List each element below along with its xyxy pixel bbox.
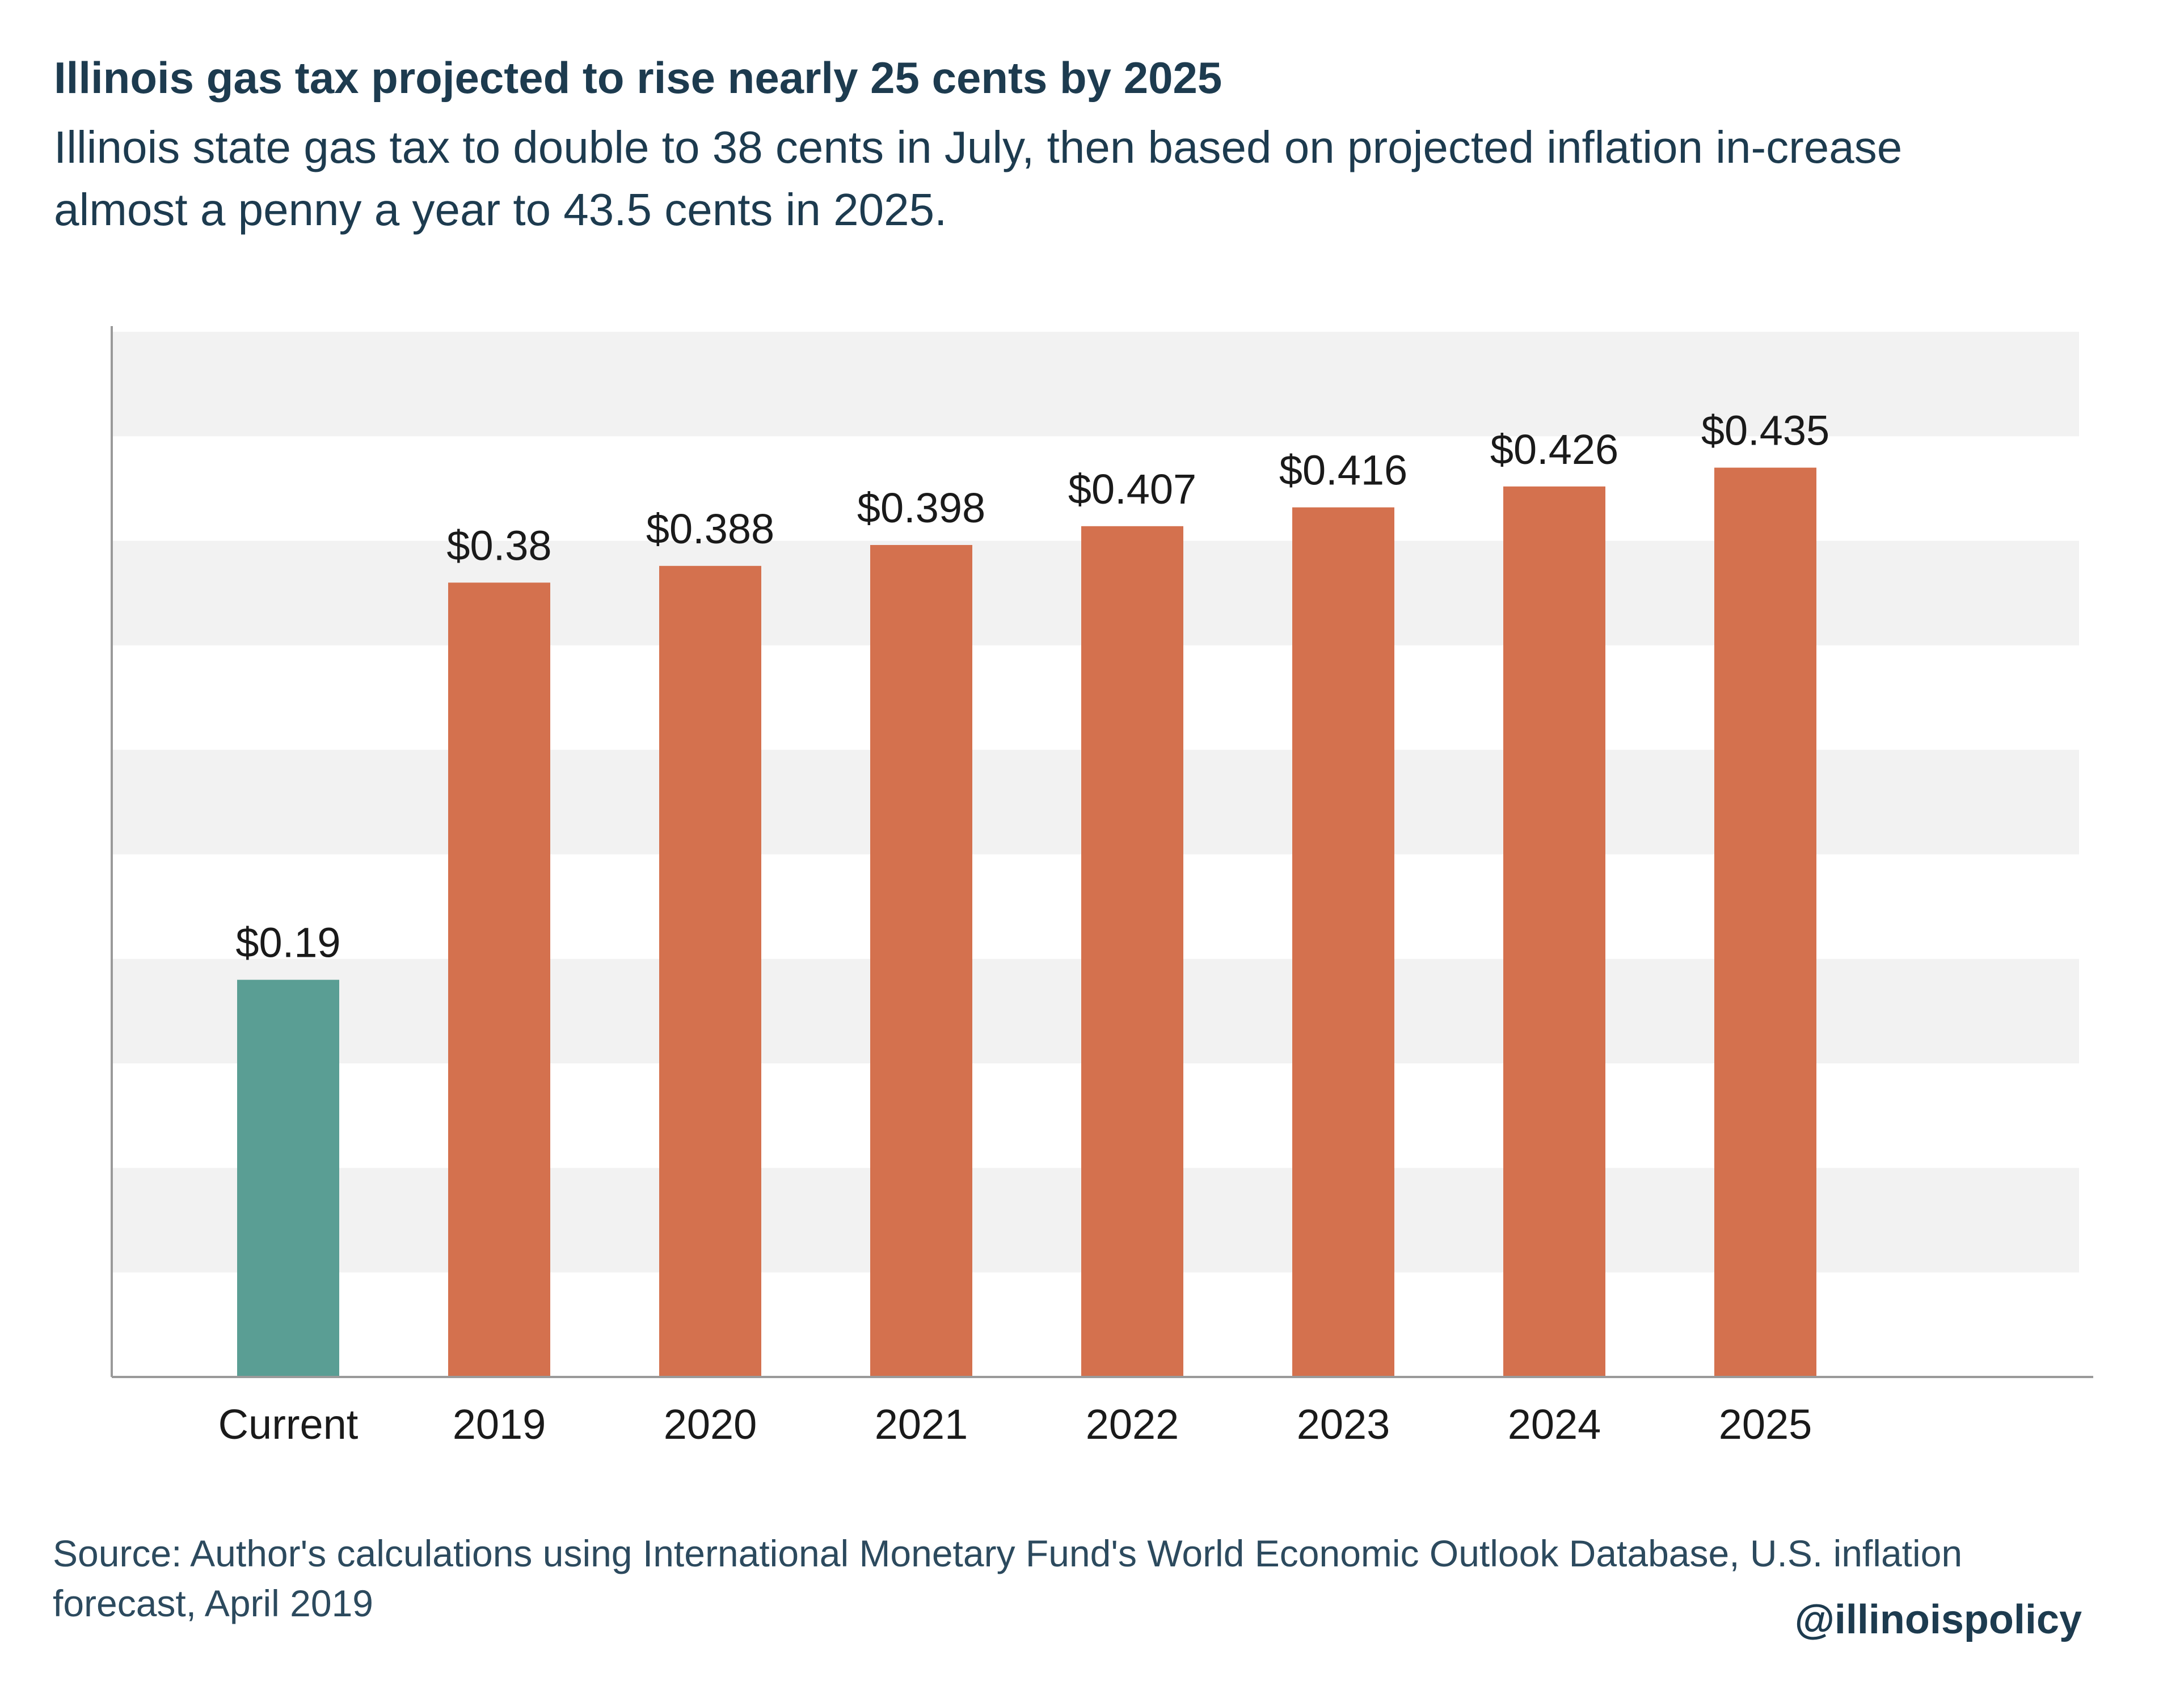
x-tick-label: 2021 (875, 1401, 968, 1448)
chart-subtitle: Illinois state gas tax to double to 38 c… (54, 122, 1903, 235)
bars (237, 467, 1816, 1378)
bar-2025 (1714, 467, 1816, 1377)
data-label: $0.407 (1068, 466, 1196, 513)
data-label: $0.426 (1490, 426, 1618, 473)
data-label: $0.398 (857, 484, 985, 531)
bar-2024 (1503, 486, 1605, 1378)
bar-2022 (1081, 526, 1183, 1377)
x-tick-label: 2020 (664, 1401, 757, 1448)
data-labels: $0.19 $0.38 $0.388 $0.398 $0.407 $0.416 $0.426… (235, 407, 1829, 966)
x-tick-label: 2022 (1086, 1401, 1179, 1448)
grid-band (112, 332, 2079, 437)
x-tick-label: 2019 (453, 1401, 546, 1448)
bar-2020 (659, 565, 761, 1377)
data-label: $0.38 (446, 522, 551, 569)
x-tick-label: 2024 (1508, 1401, 1601, 1448)
data-label: $0.388 (646, 505, 774, 552)
axes (111, 326, 2093, 1378)
bar-current (237, 979, 339, 1377)
chart-title: Illinois gas tax projected to rise nearl… (54, 53, 1222, 103)
data-label: $0.435 (1701, 407, 1829, 454)
bar-2023 (1292, 507, 1394, 1377)
source-note: Source: Author's calculations using Inte… (53, 1532, 1963, 1624)
brand-handle: @illinoispolicy (1794, 1597, 2082, 1642)
bar-2021 (870, 544, 972, 1378)
x-tick-label: 2025 (1719, 1401, 1812, 1448)
x-tick-label: 2023 (1297, 1401, 1390, 1448)
bar-2019 (448, 582, 550, 1377)
data-label: $0.416 (1279, 447, 1407, 494)
data-label: $0.19 (235, 919, 340, 966)
x-tick-labels: Current 2019 2020 2021 2022 2023 2024 2025 (218, 1401, 1812, 1448)
x-tick-label: Current (218, 1401, 359, 1448)
